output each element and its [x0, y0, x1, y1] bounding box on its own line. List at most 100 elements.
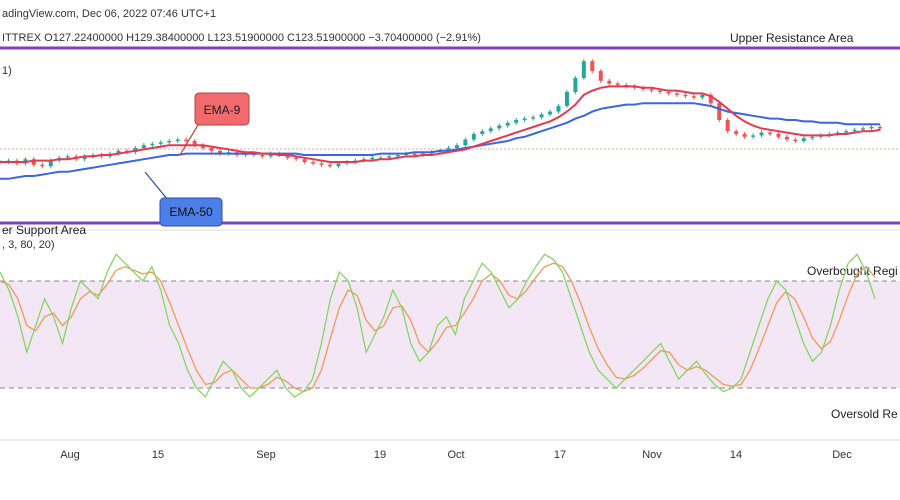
candle-body	[844, 131, 849, 133]
candle-body	[522, 118, 527, 120]
candle-body	[40, 164, 45, 167]
candle-body	[658, 90, 662, 92]
candle-body	[158, 142, 163, 144]
ema50-callout: EMA-50	[144, 171, 223, 227]
candle-body	[471, 134, 476, 140]
candle-body	[590, 61, 595, 71]
x-tick-label: Sep	[256, 449, 276, 461]
x-tick-label: Dec	[832, 449, 852, 461]
ema50-callout-label: EMA-50	[169, 205, 213, 219]
oversold-label: Oversold Re	[831, 407, 898, 421]
ema50-callout-box	[159, 197, 223, 227]
candle-body	[784, 136, 789, 140]
candle-body	[725, 120, 730, 132]
candle-body	[336, 163, 341, 167]
candle-body	[683, 94, 688, 97]
candle-body	[793, 139, 798, 141]
candle-body	[480, 131, 485, 134]
ema9-callout: EMA-9	[179, 92, 250, 156]
candle-body	[717, 103, 722, 120]
candle-body	[861, 128, 866, 130]
candle-body	[319, 163, 324, 165]
candle-body	[218, 150, 222, 154]
candle-body	[598, 71, 603, 81]
candle-body	[801, 138, 806, 141]
candle-body	[514, 120, 519, 123]
candle-body	[734, 131, 739, 134]
time-axis: Aug 15 Sep 19 Oct 17 Nov 14 Dec	[60, 449, 852, 461]
candle-body	[700, 94, 705, 98]
candle-body	[167, 141, 172, 143]
x-tick-label: 15	[152, 449, 164, 461]
candle-body	[201, 145, 206, 148]
candle-body	[531, 117, 536, 119]
candle-body	[116, 150, 121, 154]
candle-body	[776, 134, 781, 137]
candle-body	[539, 114, 544, 118]
header-ohlc: ITTREX O127.22400000 H129.38400000 L123.…	[2, 32, 481, 44]
x-tick-label: 19	[374, 449, 386, 461]
candle-body	[192, 141, 197, 146]
x-tick-label: Aug	[60, 449, 80, 461]
candle-body	[150, 143, 155, 146]
candle-body	[48, 160, 53, 167]
candle-body	[268, 153, 273, 157]
x-tick-label: 14	[730, 449, 742, 461]
candle-body	[370, 157, 375, 160]
candle-body	[708, 94, 713, 104]
ema9-line	[0, 85, 881, 163]
candle-body	[607, 80, 612, 84]
candle-body	[556, 106, 561, 112]
candle-body	[505, 122, 510, 126]
candle-body	[751, 135, 756, 137]
ema50-line	[0, 102, 880, 180]
lower-support-label: er Support Area	[2, 223, 86, 237]
ema9-callout-pointer	[179, 124, 199, 156]
candle-body	[564, 92, 569, 106]
candle-body	[674, 93, 679, 95]
candle-body	[759, 132, 764, 136]
osc-settings: , 3, 80, 20)	[2, 239, 55, 251]
candle-body	[810, 136, 815, 139]
candle-body	[395, 155, 400, 157]
candle-body	[328, 164, 332, 167]
header-source: adingView.com, Dec 06, 2022 07:46 UTC+1	[2, 8, 216, 20]
candle-body	[573, 78, 578, 92]
candle-body	[666, 92, 671, 94]
stoch-d-line	[0, 262, 876, 393]
candle-body	[82, 156, 87, 160]
candle-body	[311, 162, 316, 164]
ema9-callout-label: EMA-9	[204, 103, 241, 117]
candle-body	[488, 128, 493, 132]
overbought-label: Overbought Regi	[807, 264, 898, 278]
candle-body	[446, 148, 451, 151]
ema9-callout-box	[194, 92, 250, 126]
candle-body	[260, 155, 265, 157]
upper-resistance-label: Upper Resistance Area	[730, 31, 854, 45]
x-tick-label: Nov	[642, 449, 662, 461]
candle-body	[615, 83, 620, 85]
candle-body	[581, 61, 586, 78]
candle-body	[302, 159, 307, 162]
header-paren: 1)	[2, 65, 12, 77]
candle-body	[387, 156, 392, 158]
candle-body	[209, 148, 214, 151]
x-tick-label: 17	[554, 449, 566, 461]
candle-body	[691, 96, 696, 98]
candle-body	[141, 145, 146, 148]
candle-body	[852, 129, 857, 132]
candle-body	[454, 145, 459, 148]
candle-body	[649, 89, 654, 91]
candle-body	[294, 157, 299, 160]
stoch-k-line	[0, 253, 876, 398]
candle-body	[548, 111, 552, 115]
candle-body	[285, 155, 290, 158]
candle-body	[463, 139, 468, 146]
candle-body	[497, 125, 502, 129]
candle-body	[412, 153, 417, 155]
candle-body	[65, 156, 70, 158]
candle-body	[175, 139, 180, 141]
candle-body	[869, 127, 874, 129]
candle-body	[31, 159, 36, 165]
